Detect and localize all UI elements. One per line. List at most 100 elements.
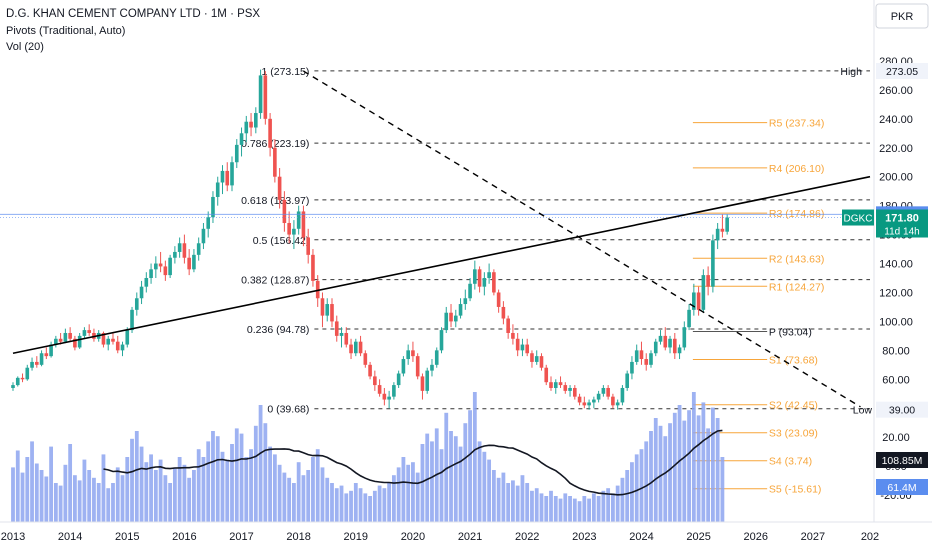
volume-bar xyxy=(449,431,453,522)
volume-bar xyxy=(425,433,430,522)
volume-bar xyxy=(530,490,534,522)
time-tick-label: 2020 xyxy=(401,531,425,543)
candle-body xyxy=(344,332,349,345)
time-tick-label: 2015 xyxy=(115,531,139,543)
pivot-level-label: S3 (23.09) xyxy=(769,428,818,440)
volume-bar xyxy=(253,425,258,522)
volume-bar xyxy=(306,470,311,522)
candle-body xyxy=(468,283,472,299)
candle-body xyxy=(34,361,39,365)
currency-button[interactable] xyxy=(875,3,929,29)
volume-bar xyxy=(92,477,96,522)
time-tick-label: 202 xyxy=(861,531,879,543)
volume-bar xyxy=(568,496,572,522)
candle-body xyxy=(25,367,30,380)
candle-body xyxy=(211,196,215,218)
fib-level-label: 0.382 (128.87) xyxy=(241,275,309,287)
candle-body xyxy=(287,223,291,235)
volume-bar xyxy=(130,438,134,522)
pivots-indicator-label[interactable]: Pivots (Traditional, Auto) xyxy=(6,25,125,37)
candle-body xyxy=(387,396,391,400)
volume-bar xyxy=(715,418,720,522)
candle-body xyxy=(368,364,372,377)
time-tick-label: 2014 xyxy=(58,531,82,543)
candle-body xyxy=(582,402,587,406)
candle-body xyxy=(106,338,111,345)
volume-bar xyxy=(77,480,82,522)
fibonacci-levels: 1 (273.15)0.786 (223.19)0.618 (183.97)0.… xyxy=(241,66,870,416)
candle-body xyxy=(377,385,382,394)
volume-bar xyxy=(706,428,711,522)
low-label: Low xyxy=(853,405,873,417)
volume-bar xyxy=(11,467,15,522)
price-tick-label: 220.00 xyxy=(879,143,913,155)
candle-body xyxy=(563,385,568,391)
candle-body xyxy=(587,402,591,406)
candle-body xyxy=(177,243,182,252)
volume-bar xyxy=(515,485,520,522)
candle-body xyxy=(487,272,491,278)
volume-bar xyxy=(544,496,549,522)
time-tick-label: 2018 xyxy=(286,531,310,543)
volume-bar xyxy=(258,405,263,522)
trendlines[interactable] xyxy=(12,70,871,408)
volume-bar xyxy=(620,477,625,522)
volume-bar xyxy=(153,470,158,522)
volume-bar xyxy=(220,451,225,522)
volume-indicator-label[interactable]: Vol (20) xyxy=(6,41,44,53)
volume-bar xyxy=(501,472,506,522)
candle-body xyxy=(49,344,53,357)
candle-body xyxy=(425,370,430,391)
volume-bar xyxy=(634,454,639,522)
candle-body xyxy=(249,121,253,128)
candle-body xyxy=(530,353,534,362)
price-tick-label: 80.00 xyxy=(882,345,910,357)
candle-body xyxy=(339,332,344,336)
volume-bar xyxy=(158,459,163,522)
candle-body xyxy=(611,396,615,406)
volume-bar xyxy=(111,483,115,522)
volume-bar xyxy=(415,472,420,522)
candle-body xyxy=(592,399,596,403)
candle-body xyxy=(225,170,230,186)
candle-body xyxy=(220,170,225,183)
volume-bar xyxy=(68,444,73,522)
volume-bar xyxy=(363,493,368,522)
candle-body xyxy=(244,121,249,134)
candle-body xyxy=(320,298,325,316)
volume-bar xyxy=(596,496,601,522)
time-tick-label: 2016 xyxy=(172,531,196,543)
volume-bar xyxy=(125,457,130,522)
chart-title[interactable]: D.G. KHAN CEMENT COMPANY LTD · 1M · PSX xyxy=(6,8,260,20)
volume-ma-value: 108.85M xyxy=(882,455,923,467)
time-axis[interactable]: 2013 2014 2015 2016 2017 2018 2019 2020 2021 2022… xyxy=(1,531,879,543)
volume-bar xyxy=(177,457,182,522)
candle-body xyxy=(125,330,130,345)
fib-level-label: 1 (273.15) xyxy=(262,66,310,78)
volume-bar xyxy=(677,405,682,522)
volume-bar xyxy=(453,436,458,522)
candle-body xyxy=(711,240,715,287)
candle-body xyxy=(130,309,134,331)
volume-bar xyxy=(225,459,230,522)
candle-body xyxy=(101,332,106,345)
volume-bar xyxy=(215,436,220,522)
volume-bar xyxy=(82,459,87,522)
candle-body xyxy=(63,332,68,342)
volume-bar xyxy=(430,441,434,522)
candle-body xyxy=(596,393,601,400)
volume-bar xyxy=(211,431,215,522)
candle-body xyxy=(606,387,610,397)
ticker-badge xyxy=(842,209,874,226)
volume-bar xyxy=(420,444,425,522)
candle-body xyxy=(625,373,629,388)
volume-bar xyxy=(325,477,330,522)
candle-body xyxy=(158,263,163,267)
volume-bar xyxy=(511,480,515,522)
candle-body xyxy=(144,278,149,287)
volume-bar xyxy=(192,470,196,522)
candle-body xyxy=(15,377,20,386)
